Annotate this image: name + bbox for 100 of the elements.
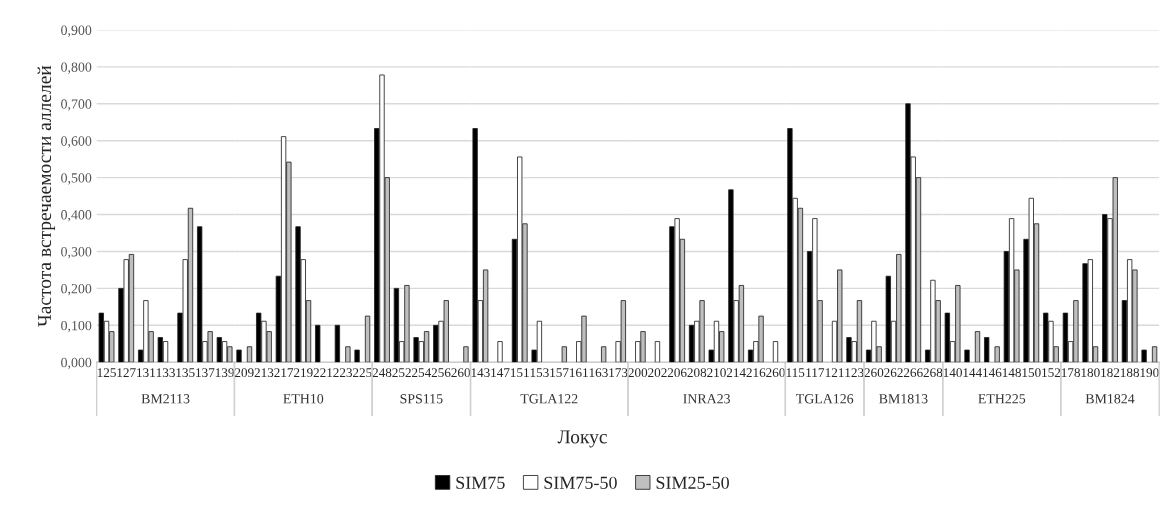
x-axis-title: BM2113	[141, 394, 190, 404]
x-axis-title: SPS115	[400, 394, 443, 404]
x-tick-label: 133	[156, 368, 175, 378]
x-tick-label: 163	[589, 368, 608, 378]
bar	[1141, 349, 1147, 363]
bar	[364, 315, 371, 363]
x-tick-label: 152	[1042, 368, 1061, 378]
x-tick-label: 123	[845, 368, 864, 378]
legend-label: SIM75-50	[544, 476, 617, 489]
x-tick-label: 219	[293, 368, 313, 378]
x-tick-label: 248	[372, 368, 392, 378]
x-tick-label: 254	[412, 368, 432, 378]
x-tick-label: 173	[609, 368, 628, 378]
x-tick-label: 150	[1022, 368, 1041, 378]
x-tick-label: 131	[137, 368, 155, 378]
y-tick-label: 0,700	[61, 99, 92, 111]
x-tick-label: 125	[97, 368, 116, 378]
legend-label: SIM75	[456, 476, 505, 489]
bar	[1062, 312, 1069, 363]
bar	[984, 337, 990, 363]
x-tick-label: 217	[274, 368, 294, 377]
x-tick-label: 268	[923, 368, 943, 378]
x-tick-label: 221	[313, 368, 333, 377]
x-axis-title: TGLA126	[796, 394, 854, 404]
bar	[561, 346, 567, 363]
x-axis-title: TGLA122	[520, 394, 578, 404]
y-tick-label: 0,800	[61, 62, 92, 74]
bar	[315, 324, 321, 363]
x-axis-title: BM1824	[1085, 394, 1135, 404]
bar	[334, 324, 341, 363]
x-tick-label: 256	[431, 368, 451, 378]
x-tick-label: 214	[726, 368, 746, 377]
x-tick-label: 216	[746, 368, 766, 378]
bar	[688, 324, 695, 363]
x-tick-label: 200	[628, 368, 648, 378]
bar	[974, 331, 981, 363]
x-tick-label: 190	[1140, 368, 1159, 378]
x-tick-label: 260	[766, 368, 785, 378]
x-tick-label: 178	[1061, 368, 1081, 378]
y-tick-label: 0,500	[61, 173, 92, 185]
text: Локус	[557, 430, 607, 448]
x-tick-label: 127	[117, 368, 136, 377]
y-tick-label: 0,100	[61, 320, 92, 333]
x-tick-label: 260	[451, 368, 471, 378]
x-tick-label: 180	[1081, 368, 1100, 378]
bar	[497, 341, 503, 363]
x-tick-label: 151	[510, 368, 529, 378]
x-tick-label: 188	[1120, 368, 1140, 378]
x-tick-label: 115	[786, 368, 805, 378]
x-tick-label: 117	[806, 368, 825, 377]
y-tick-label: 0,900	[61, 25, 92, 37]
x-axis-title: ETH225	[978, 394, 1026, 404]
x-tick-label: 210	[707, 368, 726, 378]
bar	[654, 341, 661, 363]
x-tick-label: 139	[215, 368, 234, 378]
x-tick-label: 140	[943, 368, 962, 378]
y-axis-title: Частота встречаемости аллелей	[37, 65, 56, 327]
bar	[354, 349, 360, 363]
y-tick-label: 0,000	[61, 357, 92, 370]
legend-label: SIM25-50	[656, 476, 729, 489]
bar	[772, 341, 779, 363]
y-tick-label: 0,400	[61, 210, 92, 222]
x-tick-label: 206	[667, 368, 687, 378]
x-tick-label: 147	[491, 368, 510, 377]
x-axis-title: ETH10	[283, 394, 324, 404]
x-tick-label: 209	[234, 368, 254, 378]
bar	[197, 226, 203, 363]
x-tick-label: 137	[196, 368, 215, 378]
x-tick-label: 262	[884, 368, 903, 378]
x-tick-label: 213	[254, 368, 274, 378]
x-tick-label: 143	[471, 368, 490, 378]
y-tick-label: 0,200	[61, 283, 92, 296]
bar	[236, 349, 242, 363]
x-tick-label: 153	[530, 368, 549, 378]
x-tick-label: 121	[825, 368, 844, 377]
x-tick-label: 148	[1002, 368, 1021, 378]
x-axis-title: INRA23	[683, 394, 731, 404]
bar	[601, 346, 607, 363]
x-axis-title: BM1813	[879, 394, 928, 404]
bar	[994, 346, 1000, 363]
bar	[246, 346, 253, 363]
bar	[433, 324, 439, 363]
x-tick-label: 225	[353, 368, 372, 378]
x-tick-label: 266	[903, 368, 923, 378]
bar	[393, 287, 400, 363]
x-tick-label: 157	[550, 368, 569, 378]
bar	[1151, 346, 1158, 363]
x-tick-label: 260	[864, 368, 884, 378]
x-tick-label: 182	[1101, 368, 1120, 378]
bar	[1102, 214, 1108, 363]
y-tick-label: 0,300	[61, 247, 92, 259]
x-tick-label: 144	[963, 368, 982, 377]
bar	[345, 346, 351, 363]
x-tick-label: 135	[176, 368, 195, 378]
x-tick-label: 252	[392, 368, 411, 378]
bar	[964, 349, 970, 363]
x-tick-label: 161	[570, 368, 588, 378]
x-tick-label: 223	[333, 368, 353, 378]
x-tick-label: 208	[687, 368, 707, 378]
y-tick-label: 0,600	[61, 136, 92, 148]
